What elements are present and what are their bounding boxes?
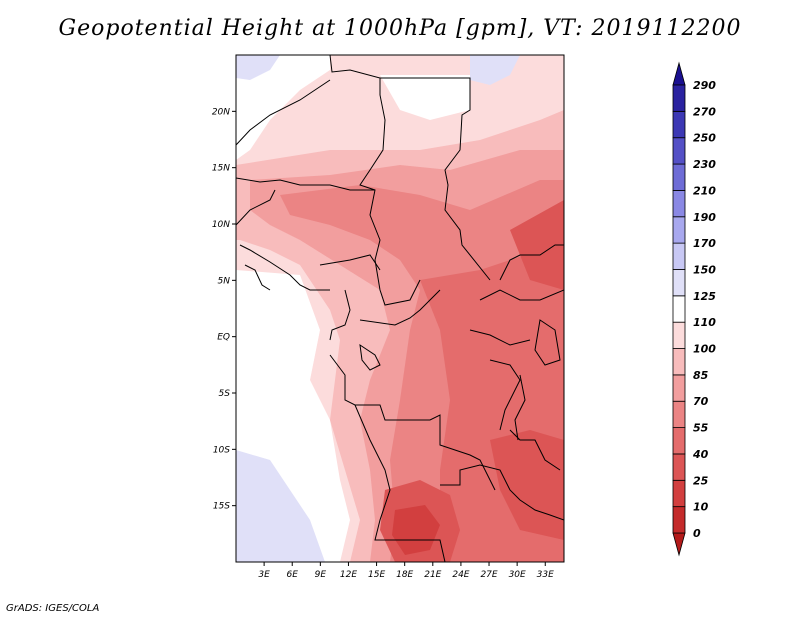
- field-blue-south-west: [236, 450, 325, 562]
- colorbar-segment: [672, 242, 686, 270]
- colorbar-label: 25: [693, 474, 709, 487]
- colorbar-label: 190: [693, 211, 716, 224]
- lon-tick-label: 24E: [452, 570, 469, 580]
- colorbar-label: 55: [693, 422, 709, 435]
- colorbar-segment: [672, 453, 686, 481]
- lon-tick-label: 9E: [315, 570, 327, 580]
- colorbar-segment: [672, 427, 686, 455]
- lon-tick-label: 18E: [396, 570, 413, 580]
- map-field: [236, 55, 564, 562]
- colorbar-segment: [672, 269, 686, 297]
- lon-tick-label: 6E: [287, 570, 299, 580]
- colorbar-label: 0: [693, 527, 701, 540]
- field-white-north-west: [236, 55, 330, 160]
- lon-tick-label: 30E: [509, 570, 526, 580]
- colorbar-segment: [672, 295, 686, 323]
- lon-tick-label: 33E: [537, 570, 554, 580]
- colorbar-segment: [672, 216, 686, 244]
- lon-tick-label: 27E: [480, 570, 497, 580]
- colorbar-segment: [672, 400, 686, 428]
- colorbar-label: 70: [693, 395, 709, 408]
- colorbar-segment: [672, 374, 686, 402]
- longitude-axis: 3E 6E 9E 12E 15E 18E 21E 24E 27E 30E 33E: [258, 562, 554, 580]
- colorbar-segment: [672, 321, 686, 349]
- colorbar-label: 10: [693, 501, 709, 514]
- lat-tick-label: 10N: [212, 220, 230, 230]
- colorbar-segment: [672, 479, 686, 508]
- borders: [236, 55, 564, 562]
- lat-tick-label: 5N: [218, 276, 231, 286]
- colorbar-label: 270: [693, 105, 716, 118]
- lat-tick-label: 15N: [212, 164, 230, 174]
- colorbar-segment: [672, 348, 686, 376]
- lon-tick-label: 3E: [258, 570, 270, 580]
- colorbar-segment: [672, 110, 686, 139]
- lat-tick-label: EQ: [217, 333, 230, 343]
- chart-title: Geopotential Height at 1000hPa [gpm], VT…: [58, 16, 742, 41]
- colorbar-label: 125: [693, 290, 716, 303]
- field-white-north: [380, 75, 470, 120]
- colorbar-label: 210: [693, 184, 716, 197]
- field-blue-top: [470, 55, 520, 85]
- lat-tick-label: 15S: [213, 502, 230, 512]
- field-band-25-south: [392, 505, 440, 555]
- colorbar-min-triangle: [672, 532, 686, 557]
- lon-tick-label: 15E: [368, 570, 385, 580]
- colorbar-label: 110: [693, 316, 716, 329]
- colorbar-label: 40: [692, 448, 709, 461]
- map-frame: [235, 54, 565, 563]
- latitude-axis: 20N 15N 10N 5N EQ 5S 10S 15S: [212, 107, 236, 512]
- grads-credit: GrADS: IGES/COLA: [6, 603, 100, 614]
- colorbar-segment: [672, 190, 686, 218]
- lat-tick-label: 5S: [219, 389, 231, 399]
- colorbar-label: 100: [693, 343, 716, 356]
- colorbar-label: 230: [693, 158, 716, 171]
- colorbar-label: 85: [693, 369, 709, 382]
- field-band-40-southeast: [490, 430, 564, 540]
- colorbar-segment: [672, 84, 686, 112]
- colorbar-segment: [672, 137, 686, 165]
- lon-tick-label: 12E: [340, 570, 357, 580]
- field-band-40-east: [510, 200, 564, 290]
- colorbar-segment: [672, 163, 686, 191]
- colorbar-max-triangle: [672, 61, 686, 86]
- colorbar-label: 250: [693, 132, 716, 145]
- colorbar-label: 290: [693, 79, 716, 92]
- colorbar-label: 170: [693, 237, 716, 250]
- lon-tick-label: 21E: [424, 570, 441, 580]
- colorbar-label: 150: [693, 263, 716, 276]
- colorbar: 0 10 25 40 55 70 85 100 110 125 150 170 190 210 230 250…: [672, 61, 716, 557]
- lat-tick-label: 20N: [212, 107, 230, 117]
- field-blue-top-left: [236, 55, 280, 80]
- lat-tick-label: 10S: [213, 445, 230, 455]
- colorbar-segment: [672, 506, 686, 534]
